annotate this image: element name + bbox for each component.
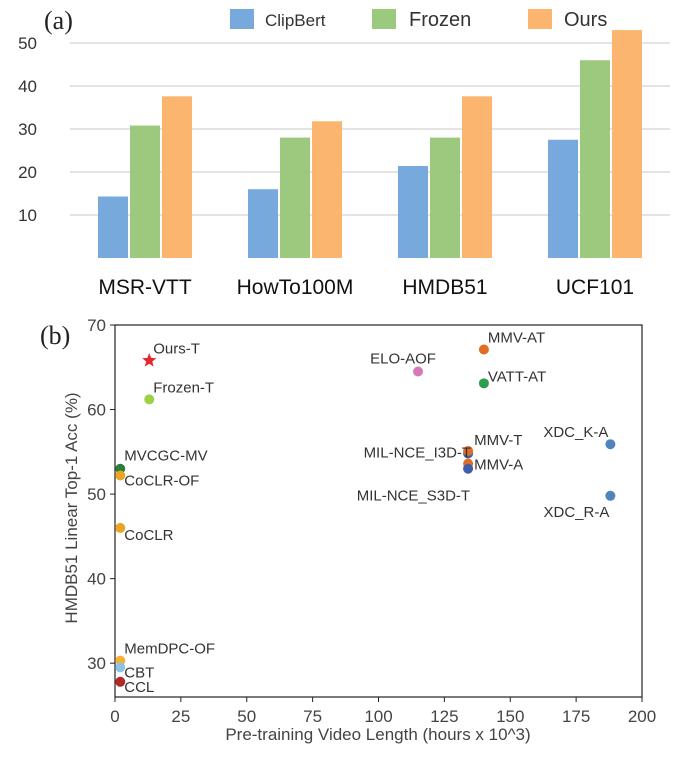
point-label-frozen-t: Frozen-T (153, 379, 214, 396)
bar-chart-y-ticks: 10 20 30 40 50 (18, 34, 37, 225)
point-xdc-k-a (605, 439, 616, 450)
y-tick-label: 50 (87, 485, 106, 504)
bar-chart-panel: (a) 10 20 30 40 50 MSR-VTT HowTo100M HMDB51 UCF… (18, 6, 670, 299)
y-tick-label: 30 (87, 654, 106, 673)
x-tick-label: 175 (562, 707, 590, 726)
y-tick-label: 10 (18, 206, 37, 225)
legend-label-clipbert: ClipBert (265, 11, 326, 30)
y-tick-label: 50 (18, 34, 37, 53)
category-label: HMDB51 (402, 276, 487, 299)
bar-clipbert-howto100m (248, 189, 278, 258)
category-label: MSR-VTT (98, 276, 191, 299)
bar-chart-categories: MSR-VTT HowTo100M HMDB51 UCF101 (98, 276, 634, 299)
point-elo-aof (413, 366, 424, 377)
point-label-xdc-r-a: XDC_R-A (544, 504, 610, 521)
point-label-mmv-a: MMV-A (474, 457, 523, 474)
y-tick-label: 20 (18, 163, 37, 182)
legend-swatch-clipbert (230, 9, 254, 29)
point-label-elo-aof: ELO-AOF (370, 351, 436, 368)
x-tick-label: 0 (110, 707, 119, 726)
point-ccl (115, 676, 126, 687)
point-coclr-of (115, 470, 126, 481)
x-tick-label: 50 (237, 707, 256, 726)
x-tick-label: 125 (430, 707, 458, 726)
point-label-mmv-t: MMV-T (474, 432, 522, 449)
bar-ours-msr-vtt (162, 96, 192, 258)
scatter-point-labels: Ours-T Frozen-T MVCGC-MV CoCLR-OF CoCLR MemDP… (124, 330, 609, 696)
legend-label-frozen: Frozen (409, 9, 471, 31)
scatter-points (115, 344, 616, 687)
x-tick-label: 150 (496, 707, 524, 726)
scatter-y-axis-label: HMDB51 Linear Top-1 Acc (%) (62, 392, 81, 623)
point-label-memdpc-of: MemDPC-OF (124, 641, 215, 658)
y-tick-label: 30 (18, 120, 37, 139)
bar-frozen-hmdb51 (430, 137, 460, 258)
point-label-cbt: CBT (124, 664, 154, 681)
x-tick-label: 75 (303, 707, 322, 726)
point-label-ours-t: Ours-T (153, 341, 200, 358)
legend-label-ours: Ours (564, 9, 607, 31)
bar-frozen-msr-vtt (130, 125, 160, 258)
bar-frozen-ucf101 (580, 60, 610, 259)
point-xdc-r-a (605, 490, 616, 501)
category-label: HowTo100M (237, 276, 354, 299)
point-label-mvcgc-mv: MVCGC-MV (124, 448, 207, 465)
category-label: UCF101 (556, 276, 634, 299)
panel-b-label: (b) (40, 321, 70, 350)
point-mil-nce-s3d-t (463, 463, 474, 474)
x-tick-label: 25 (171, 707, 190, 726)
y-tick-label: 70 (87, 316, 106, 335)
y-tick-label: 40 (87, 570, 106, 589)
bar-ours-ucf101 (612, 30, 642, 258)
legend-swatch-ours (528, 9, 552, 29)
point-label-coclr-of: CoCLR-OF (124, 472, 199, 489)
bar-chart-legend: ClipBert Frozen Ours (230, 9, 607, 31)
scatter-y-ticks: 30 40 50 60 70 (87, 316, 115, 673)
legend-swatch-frozen (372, 9, 396, 29)
scatter-x-ticks: 0 25 50 75 100 125 150 175 200 (110, 697, 656, 726)
point-label-mil-nce-s3d-t: MIL-NCE_S3D-T (357, 488, 470, 505)
x-tick-label: 100 (364, 707, 392, 726)
scatter-chart-panel: (b) 0 25 50 75 100 125 150 175 200 30 40 50 60 70 Ou… (40, 316, 656, 744)
bar-clipbert-ucf101 (548, 139, 578, 258)
point-label-vatt-at: VATT-AT (488, 368, 546, 385)
panel-a-label: (a) (44, 6, 73, 35)
point-frozen-t (144, 394, 155, 405)
bar-frozen-howto100m (280, 137, 310, 258)
point-label-mmv-at: MMV-AT (488, 330, 545, 347)
y-tick-label: 60 (87, 401, 106, 420)
point-vatt-at (478, 378, 489, 389)
bar-chart-bars (98, 30, 642, 259)
point-coclr (115, 522, 126, 533)
point-ours-t (142, 353, 157, 367)
bar-ours-howto100m (312, 121, 342, 258)
bar-clipbert-hmdb51 (398, 165, 428, 258)
point-label-ccl: CCL (124, 679, 154, 696)
y-tick-label: 40 (18, 77, 37, 96)
point-label-coclr: CoCLR (124, 527, 173, 544)
bar-ours-hmdb51 (462, 96, 492, 258)
bar-clipbert-msr-vtt (98, 196, 128, 258)
scatter-x-axis-label: Pre-training Video Length (hours x 10^3) (225, 725, 530, 744)
x-tick-label: 200 (628, 707, 656, 726)
point-mmv-t (463, 445, 474, 456)
point-mmv-at (478, 344, 489, 355)
point-label-xdc-k-a: XDC_K-A (543, 424, 608, 441)
point-cbt (115, 662, 126, 673)
point-label-mil-nce-i3d-t: MIL-NCE_I3D-T (364, 445, 472, 462)
